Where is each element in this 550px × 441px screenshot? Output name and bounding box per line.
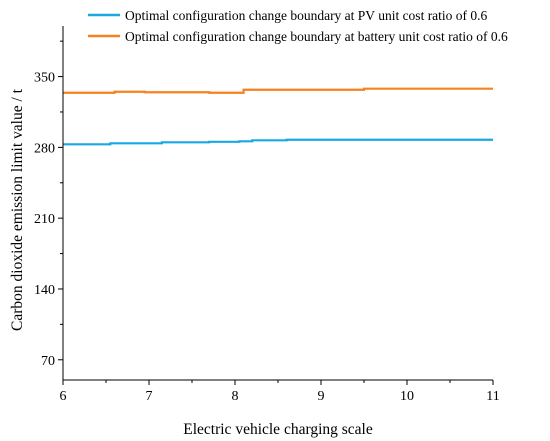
y-tick-label: 210 xyxy=(34,212,55,227)
x-tick-label: 11 xyxy=(486,389,499,404)
y-tick-label: 350 xyxy=(34,71,55,86)
legend-label-2: Optimal configuration change boundary at… xyxy=(125,29,508,44)
axes-layer: 6 7 8 9 10 11 70 140 210 280 350 xyxy=(34,26,500,404)
legend: Optimal configuration change boundary at… xyxy=(88,8,508,44)
x-tick-label: 7 xyxy=(146,389,153,404)
x-tick-label: 6 xyxy=(60,389,67,404)
y-axis-title: Carbon dioxide emission limit value / t xyxy=(9,88,26,331)
x-tick-label: 9 xyxy=(318,389,325,404)
series-line-1 xyxy=(63,138,493,146)
series-layer xyxy=(63,87,493,146)
x-tick-label: 8 xyxy=(232,389,239,404)
plot-area: 6 7 8 9 10 11 70 140 210 280 350 xyxy=(34,26,500,404)
legend-label-1: Optimal configuration change boundary at… xyxy=(125,8,488,23)
series-line-2 xyxy=(63,87,493,94)
x-tick-label: 10 xyxy=(400,389,414,404)
x-axis-title: Electric vehicle charging scale xyxy=(183,421,373,438)
y-tick-label: 70 xyxy=(41,354,55,369)
y-tick-label: 140 xyxy=(34,283,55,298)
y-tick-label: 280 xyxy=(34,141,55,156)
